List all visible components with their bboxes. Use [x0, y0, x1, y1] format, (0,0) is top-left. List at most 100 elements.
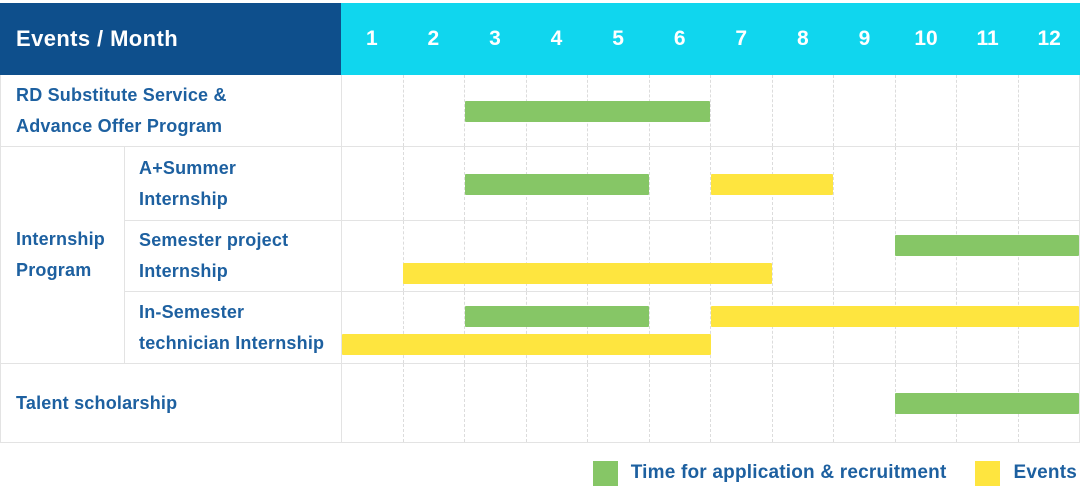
group-sub-rows: A+Summer Internship Semester project Int… [125, 147, 1079, 363]
row-label: A+Summer Internship [139, 157, 237, 209]
month-grid-cell [1017, 292, 1080, 363]
month-grid-cell [710, 75, 772, 146]
row-label-cell: Talent scholarship [1, 364, 341, 442]
month-grid-cell [894, 147, 957, 220]
row-a-plus-summer-internship: A+Summer Internship [125, 147, 1079, 220]
month-grid-cell [587, 221, 649, 291]
month-grid-cell [710, 147, 772, 220]
row-label: Semester project Internship [139, 230, 289, 281]
gantt-bar-application [894, 235, 1079, 256]
legend-label-events: Events [1013, 462, 1077, 483]
month-grid-cell [525, 221, 588, 291]
month-grid-cell [956, 147, 1018, 220]
row-in-semester-technician-internship: In-Semester technician Internship [125, 291, 1079, 363]
month-header-label: 11 [976, 27, 999, 50]
events-month-header: Events / Month [0, 3, 341, 75]
month-grid-cell [342, 147, 403, 220]
gantt-bar-application [894, 393, 1079, 414]
month-grid-cell [771, 221, 834, 291]
row-rd-substitute-service: RD Substitute Service & Advance Offer Pr… [1, 75, 1079, 146]
gantt-bar-event [342, 334, 711, 355]
month-grid-cell [464, 292, 526, 363]
row-label-cell: In-Semester technician Internship [125, 292, 341, 363]
gantt-bar-event [710, 173, 834, 195]
month-grid-cell [956, 221, 1018, 291]
month-grid-cell [464, 75, 526, 146]
row-label-cell: A+Summer Internship [125, 147, 341, 220]
legend-item-application: Time for application & recruitment [592, 460, 947, 486]
month-header-label: 6 [673, 27, 686, 50]
group-label: Internship Program [16, 229, 106, 280]
month-header-label: 10 [914, 27, 938, 50]
internship-program-group: Internship Program A+Summer Internship S… [1, 146, 1079, 363]
month-grid-cell [342, 75, 403, 146]
timeline-rd-substitute-service [341, 75, 1079, 146]
month-header-label: 7 [735, 27, 748, 50]
month-header-label: 5 [612, 27, 624, 50]
month-grid-cell [1017, 75, 1080, 146]
table-header-row: Events / Month 1 2 3 4 5 6 7 8 9 10 11 12 [0, 3, 1080, 75]
timeline-in-semester-technician-internship [341, 292, 1079, 363]
month-grid-cell [894, 221, 957, 291]
gantt-bar-event [710, 306, 1079, 327]
month-grid-cell [894, 75, 957, 146]
month-header-label: 9 [858, 27, 871, 50]
month-grid-cell [464, 147, 526, 220]
row-talent-scholarship: Talent scholarship [1, 363, 1079, 442]
month-grid-cell [833, 364, 895, 442]
gantt-bar-event [403, 263, 772, 284]
month-grid-cell [464, 364, 526, 442]
row-label-cell: RD Substitute Service & Advance Offer Pr… [1, 75, 341, 146]
month-grid-cell [771, 75, 834, 146]
events-color-swatch-icon [975, 460, 1001, 486]
month-grid-cell [342, 221, 403, 291]
month-grid-cell [833, 147, 895, 220]
month-grid-cell [342, 364, 403, 442]
month-grid-cell [587, 292, 649, 363]
row-label-cell: Semester project Internship [125, 221, 341, 291]
legend-label-application: Time for application & recruitment [630, 462, 947, 483]
month-grid-cell [771, 292, 834, 363]
timeline-a-plus-summer-internship [341, 147, 1079, 220]
gantt-bar-application [464, 173, 650, 195]
month-grid-cell [402, 75, 465, 146]
month-grid-cell [587, 364, 649, 442]
month-grid-cell [894, 292, 957, 363]
month-grid-cell [648, 147, 711, 220]
legend: Time for application & recruitment Event… [592, 458, 1077, 488]
schedule-table: Events / Month 1 2 3 4 5 6 7 8 9 10 11 12 RD Substi… [0, 3, 1080, 443]
timeline-talent-scholarship [341, 364, 1079, 442]
month-grid-cell [402, 364, 465, 442]
month-grid-cell [402, 292, 465, 363]
month-grid-cell [771, 364, 834, 442]
month-grid-cell [710, 292, 772, 363]
month-header-label: 12 [1037, 27, 1061, 50]
table-body: RD Substitute Service & Advance Offer Pr… [0, 75, 1080, 443]
month-grid-cell [710, 221, 772, 291]
gantt-bar-application [464, 306, 650, 327]
group-label-cell: Internship Program [1, 147, 125, 363]
month-grid-cell [525, 364, 588, 442]
timeline-semester-project-internship [341, 221, 1079, 291]
month-grid-cell [648, 364, 711, 442]
month-grid-cell [648, 221, 711, 291]
month-grid-cell [833, 292, 895, 363]
month-header-label: 1 [365, 27, 378, 50]
row-semester-project-internship: Semester project Internship [125, 220, 1079, 291]
month-grid-cell [648, 292, 711, 363]
month-grid-cell [710, 364, 772, 442]
month-grid-cell [402, 221, 465, 291]
month-grid-cell [402, 147, 465, 220]
month-grid-cell [833, 75, 895, 146]
month-header-label: 3 [489, 27, 501, 50]
month-grid-cell [464, 221, 526, 291]
month-grid-cell [525, 292, 588, 363]
month-grid-cell [956, 75, 1018, 146]
month-header-label: 4 [550, 27, 563, 50]
row-label: RD Substitute Service & Advance Offer Pr… [16, 84, 227, 136]
month-header-label: 2 [427, 27, 440, 50]
month-grid-cell [833, 221, 895, 291]
month-grid-cell [1017, 221, 1080, 291]
row-label: Talent scholarship [16, 392, 178, 413]
